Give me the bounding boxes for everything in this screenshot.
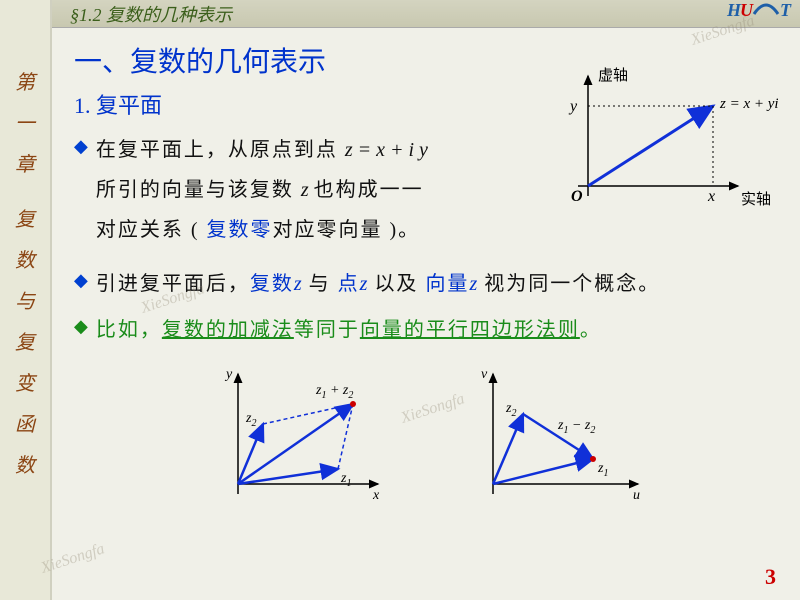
section-title: §1.2 复数的几种表示: [70, 1, 232, 27]
axis-x: x: [372, 488, 380, 503]
sidebar-char: 数: [15, 244, 35, 273]
svg-text:z2: z2: [245, 411, 256, 429]
svg-text:z2: z2: [505, 401, 516, 419]
x-label: x: [707, 188, 715, 205]
paragraph-3: 比如，复数的加减法等同于向量的平行四边形法则。: [96, 310, 602, 350]
sidebar-char: 一: [15, 107, 35, 136]
sidebar-char: 函: [15, 408, 35, 437]
diagram-complex-plane: O x y 实轴 虚轴 z = x + yi: [558, 66, 778, 226]
z-label: z = x + yi: [719, 96, 778, 112]
sidebar-char: 第: [15, 66, 35, 95]
paragraph-2: 引进复平面后，复数z 与 点z 以及 向量z 视为同一个概念。: [96, 264, 660, 304]
sidebar-char: 复: [15, 326, 35, 355]
sidebar-char: 数: [15, 449, 35, 478]
main-content: §1.2 复数的几种表示 HUT 一、复数的几何表示 1. 复平面 ◆ 在复平面…: [52, 0, 800, 600]
axis-v: v: [481, 367, 488, 382]
imag-axis: 虚轴: [598, 67, 628, 84]
sidebar-char: 变: [15, 367, 35, 396]
axis-y: y: [224, 367, 233, 382]
sidebar: 第 一 章 复 数 与 复 变 函 数: [0, 0, 52, 600]
origin-label: O: [571, 188, 583, 205]
real-axis: 实轴: [741, 191, 771, 208]
topbar: §1.2 复数的几种表示: [52, 0, 800, 28]
bullet-icon: ◆: [74, 136, 88, 157]
page-number: 3: [765, 564, 776, 590]
sidebar-char: 复: [15, 203, 35, 232]
sidebar-char: 章: [15, 148, 35, 177]
logo: HUT: [727, 0, 790, 21]
svg-text:z1: z1: [597, 461, 608, 479]
diagram-addition: x y z1 z2 z1 + z2: [208, 364, 388, 514]
svg-text:z1 + z2: z1 + z2: [315, 383, 353, 401]
axis-u: u: [633, 488, 640, 503]
paragraph-1: 在复平面上，从原点到点 z = x + i y 所引的向量与该复数 z 也构成一…: [96, 130, 428, 250]
sidebar-char: 与: [15, 285, 35, 314]
svg-text:z1 − z2: z1 − z2: [557, 418, 595, 436]
bullet-icon: ◆: [74, 270, 88, 291]
y-label: y: [568, 98, 578, 115]
bullet-icon: ◆: [74, 316, 88, 337]
diagram-subtraction: u v z1 z2 z1 − z2: [468, 364, 648, 514]
svg-text:z1: z1: [340, 471, 351, 489]
